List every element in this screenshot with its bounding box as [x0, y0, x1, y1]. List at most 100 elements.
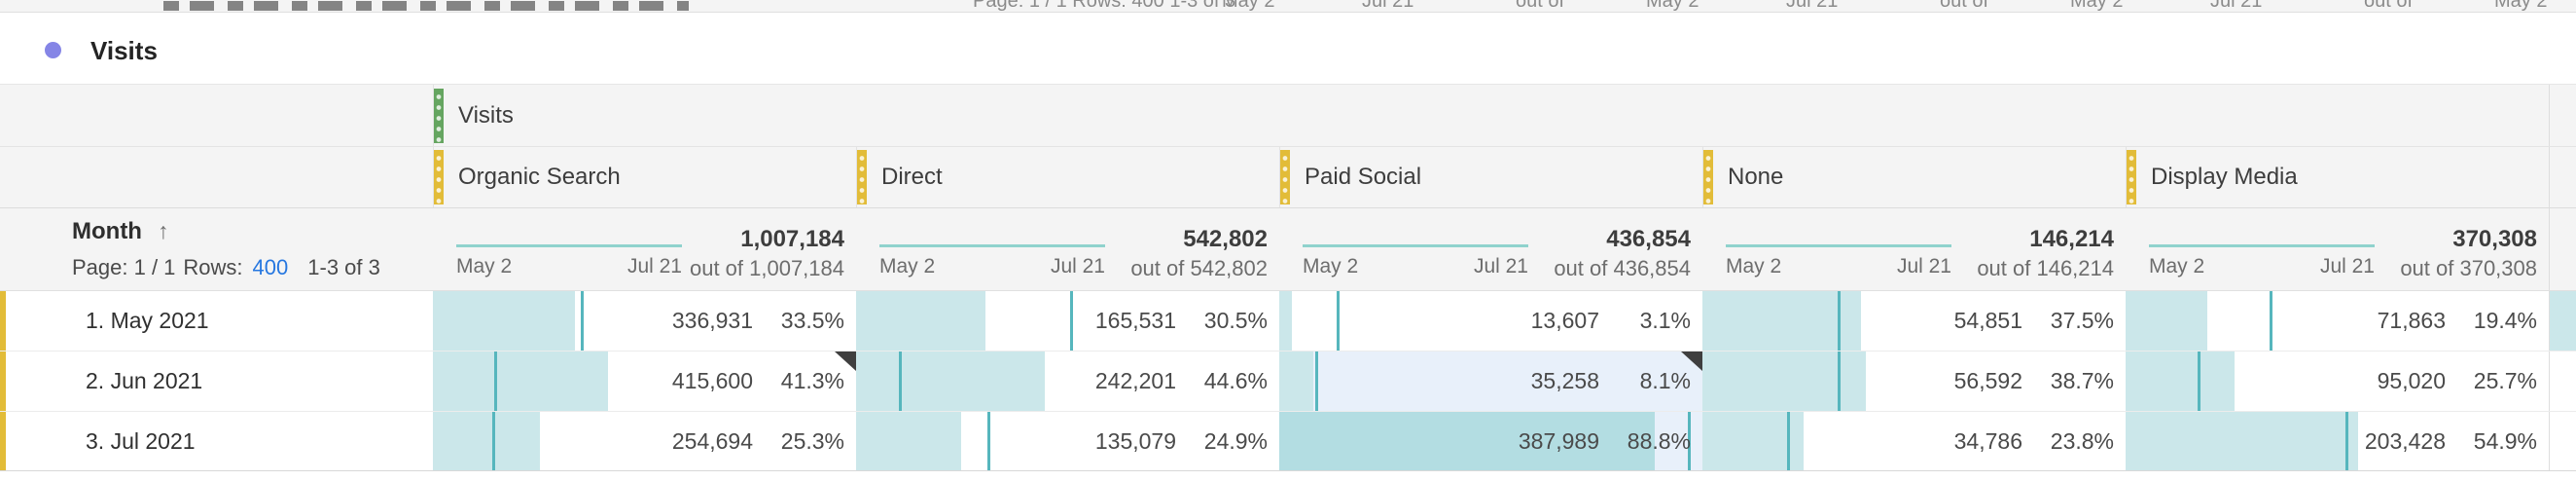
metric-header-row: Visits — [0, 85, 2576, 147]
cell-tick — [1314, 352, 1318, 411]
cell-jul-2021-none[interactable]: 34,786 23.8% — [1702, 412, 2126, 470]
sparkline-line — [879, 244, 1105, 247]
cell-tick — [2197, 352, 2200, 411]
column-header-row: Organic Search Direct Paid Social None D… — [0, 147, 2576, 208]
dimension-chip-icon — [2127, 150, 2136, 204]
cell-tick — [986, 412, 990, 470]
clipped-next-column — [2549, 352, 2576, 411]
cell-tick — [581, 291, 585, 351]
clipped-out-of: out of — [1516, 0, 1565, 12]
sparkline-end-label: Jul 21 — [1050, 255, 1105, 278]
row-label: 3. Jul 2021 — [86, 427, 196, 454]
sparkline-line — [456, 244, 682, 247]
clipped-next-column-bar — [2549, 291, 2576, 351]
column-header-direct[interactable]: Direct — [856, 147, 1279, 207]
page-indicator: Page: 1 / 1 — [72, 255, 176, 279]
cell-value: 56,592 — [1953, 368, 2022, 393]
column-header-label: Paid Social — [1305, 164, 1422, 190]
table-row-may-2021: 1. May 2021 336,931 33.5% 165,531 30.5% 13… — [0, 291, 2576, 352]
cell-value: 415,600 — [671, 368, 753, 393]
metric-header-label: Visits — [458, 101, 514, 129]
anomaly-corner-marker — [835, 352, 856, 371]
cell-jun-2021-paid-social[interactable]: 35,258 8.1% — [1279, 352, 1702, 411]
cell-tick — [898, 352, 902, 411]
sparkline-start-label: May 2 — [1726, 255, 1782, 278]
cell-percent: 44.6% — [1203, 368, 1268, 393]
total-cell-display-media[interactable]: May 2 Jul 21 370,308 out of 370,308 — [2126, 208, 2549, 290]
corner-cell — [0, 147, 433, 207]
pagination: Page: 1 / 1 Rows: 400 1-3 of 3 — [72, 255, 433, 280]
cell-jul-2021-paid-social[interactable]: 387,989 88.8% — [1279, 412, 1702, 470]
dimension-color-strip — [0, 352, 6, 411]
sparkline-start-label: May 2 — [456, 255, 513, 278]
row-header-jun-2021[interactable]: 2. Jun 2021 — [0, 352, 433, 411]
column-header-label: Display Media — [2151, 164, 2298, 190]
cell-jul-2021-organic-search[interactable]: 254,694 25.3% — [433, 412, 856, 470]
clipped-out-of: out of — [2364, 0, 2414, 12]
cell-percent: 24.9% — [1203, 427, 1268, 454]
row-header-may-2021[interactable]: 1. May 2021 — [0, 291, 433, 351]
cell-value: 95,020 — [2377, 368, 2446, 393]
clipped-next-column — [2549, 147, 2576, 207]
clipped-out-of: out of — [1940, 0, 1989, 12]
cell-value: 254,694 — [671, 427, 753, 454]
column-total: 436,854 — [1606, 226, 1691, 252]
column-out-of: out of 542,802 — [1130, 256, 1268, 280]
cell-tick — [2269, 291, 2272, 351]
total-cell-paid-social[interactable]: May 2 Jul 21 436,854 out of 436,854 — [1279, 208, 1702, 290]
sparkline: May 2 Jul 21 — [879, 244, 1105, 278]
cell-bar — [856, 352, 1045, 411]
cell-may-2021-none[interactable]: 54,851 37.5% — [1702, 291, 2126, 351]
corner-cell — [0, 85, 433, 146]
rows-count-dropdown[interactable]: 400 — [252, 255, 289, 279]
clipped-spark-end: Jul 21 — [2210, 0, 2263, 12]
cell-jun-2021-display-media[interactable]: 95,020 25.7% — [2126, 352, 2549, 411]
cell-value: 336,931 — [671, 308, 753, 333]
column-header-display-media[interactable]: Display Media — [2126, 147, 2549, 207]
cell-tick — [1336, 291, 1340, 351]
visualization-header: Visits — [0, 13, 2576, 84]
clipped-next-column — [2549, 412, 2576, 470]
metric-header-visits[interactable]: Visits — [433, 85, 2549, 146]
cell-jun-2021-none[interactable]: 56,592 38.7% — [1702, 352, 2126, 411]
cell-percent: 41.3% — [780, 368, 844, 393]
cell-may-2021-organic-search[interactable]: 336,931 33.5% — [433, 291, 856, 351]
cell-jul-2021-display-media[interactable]: 203,428 54.9% — [2126, 412, 2549, 470]
sparkline: May 2 Jul 21 — [1726, 244, 1951, 278]
clipped-pagination: Page: 1 / 1 Rows: 400 1-3 of 3 — [973, 0, 1236, 12]
cell-bar — [1279, 412, 1656, 470]
sort-ascending-icon[interactable]: ↑ — [157, 218, 169, 243]
sparkline-end-label: Jul 21 — [2319, 255, 2375, 278]
cell-may-2021-paid-social[interactable]: 13,607 3.1% — [1279, 291, 1702, 351]
cell-bar — [1702, 412, 1804, 470]
dimension-chip-icon — [1280, 150, 1290, 204]
cell-bar — [433, 352, 608, 411]
total-cell-organic-search[interactable]: May 2 Jul 21 1,007,184 out of 1,007,184 — [433, 208, 856, 290]
sparkline-end-label: Jul 21 — [1896, 255, 1951, 278]
cell-percent: 33.5% — [780, 308, 844, 333]
sparkline-start-label: May 2 — [879, 255, 936, 278]
cell-percent: 19.4% — [2473, 308, 2537, 333]
row-label: 2. Jun 2021 — [86, 368, 203, 393]
row-header-jul-2021[interactable]: 3. Jul 2021 — [0, 412, 433, 470]
cell-jun-2021-direct[interactable]: 242,201 44.6% — [856, 352, 1279, 411]
total-cell-direct[interactable]: May 2 Jul 21 542,802 out of 542,802 — [856, 208, 1279, 290]
total-cell-none[interactable]: May 2 Jul 21 146,214 out of 146,214 — [1702, 208, 2126, 290]
clipped-table-above: Page: 1 / 1 Rows: 400 1-3 of 3 May 2 Jul… — [0, 0, 2576, 13]
cell-may-2021-direct[interactable]: 165,531 30.5% — [856, 291, 1279, 351]
column-header-none[interactable]: None — [1702, 147, 2126, 207]
totals-row: Month ↑ Page: 1 / 1 Rows: 400 1-3 of 3 May 2… — [0, 208, 2576, 291]
cell-jul-2021-direct[interactable]: 135,079 24.9% — [856, 412, 1279, 470]
cell-may-2021-display-media[interactable]: 71,863 19.4% — [2126, 291, 2549, 351]
cell-percent: 30.5% — [1203, 308, 1268, 333]
dimension-color-strip — [0, 412, 6, 470]
column-header-paid-social[interactable]: Paid Social — [1279, 147, 1702, 207]
cell-value: 203,428 — [2364, 427, 2446, 454]
cell-jun-2021-organic-search[interactable]: 415,600 41.3% — [433, 352, 856, 411]
clipped-spark-start: May 2 — [2070, 0, 2124, 12]
metric-chip-icon — [434, 88, 444, 143]
column-header-organic-search[interactable]: Organic Search — [433, 147, 856, 207]
anomaly-corner-marker — [1681, 352, 1702, 371]
dimension-chip-icon — [857, 150, 867, 204]
cell-value: 135,079 — [1094, 427, 1176, 454]
